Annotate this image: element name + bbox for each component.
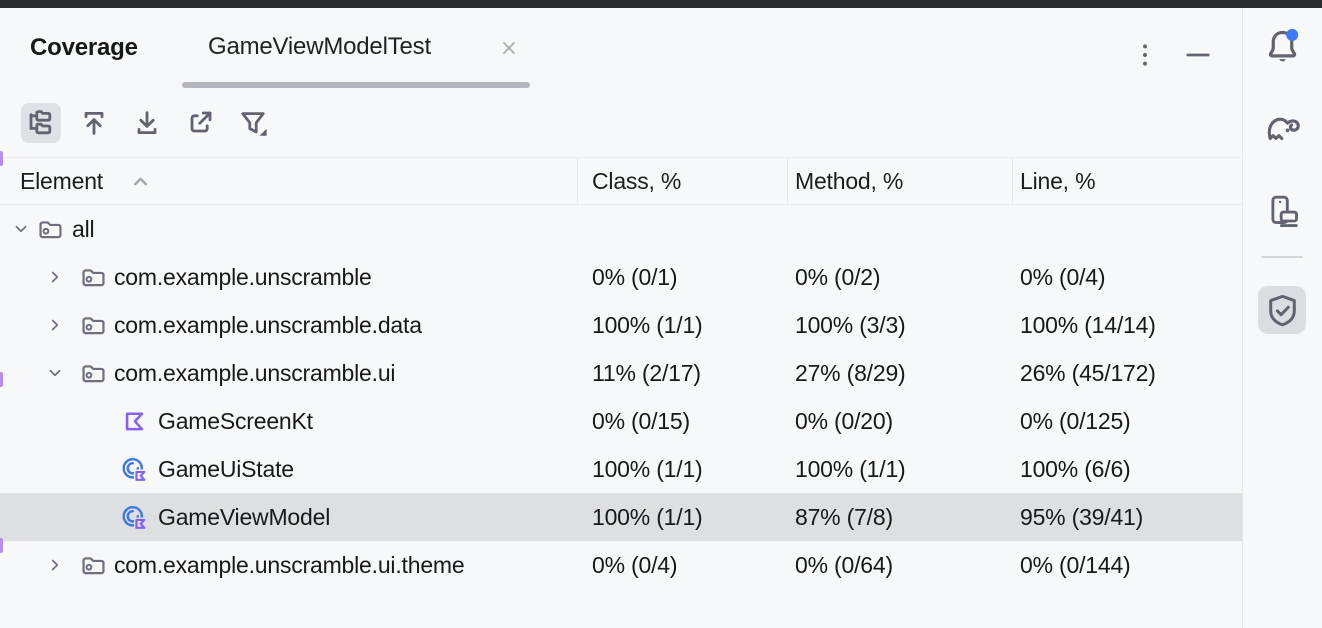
tool-window-header: Coverage GameViewModelTest — [0, 8, 1242, 88]
table-row[interactable]: com.example.unscramble 0% (0/1) 0% (0/2) 0%… — [0, 253, 1242, 301]
table-row[interactable]: com.example.unscramble.data 100% (1/1) 100… — [0, 301, 1242, 349]
arrow-up-to-bar-icon — [78, 107, 110, 139]
chevron-right-icon[interactable] — [45, 267, 65, 287]
tree-node-label: com.example.unscramble.data — [114, 312, 422, 338]
tree-node-label: all — [72, 216, 95, 242]
window-edge-marker — [0, 151, 3, 166]
coverage-cell-line: 0% (0/4) — [1020, 264, 1106, 290]
export-icon — [184, 107, 216, 139]
flatten-packages-button[interactable] — [21, 102, 61, 143]
active-tab-indicator — [182, 82, 530, 88]
chevron-right-icon[interactable] — [45, 315, 65, 335]
more-vertical-icon — [1130, 40, 1160, 70]
table-row[interactable]: com.example.unscramble.ui.theme 0% (0/4) 0… — [0, 541, 1242, 589]
tool-window-title: Coverage — [30, 34, 138, 61]
coverage-cell-line: 0% (0/125) — [1020, 408, 1131, 434]
navigate-down-button[interactable] — [127, 103, 167, 143]
coverage-cell-method: 100% (1/1) — [795, 456, 906, 482]
kotlin-class-icon — [120, 503, 148, 531]
tree-node-label: GameUiState — [158, 456, 294, 482]
table-row[interactable]: GameScreenKt 0% (0/15) 0% (0/20) 0% (0/125) — [0, 397, 1242, 445]
coverage-tree: all com.example.unscramble 0% (0/1) 0% (0/2… — [0, 205, 1242, 589]
sort-ascending-icon — [128, 169, 153, 194]
column-divider — [787, 158, 788, 204]
shield-check-icon — [1264, 292, 1301, 329]
table-row[interactable]: GameViewModel 100% (1/1) 87% (7/8) 95% (39/… — [0, 493, 1242, 541]
column-header-method[interactable]: Method, % — [795, 168, 904, 194]
column-header-class[interactable]: Class, % — [592, 168, 682, 194]
arrow-down-to-bar-icon — [131, 107, 163, 139]
coverage-cell-method: 0% (0/64) — [795, 552, 893, 578]
kotlin-file-icon — [120, 407, 148, 435]
window-edge-marker — [0, 372, 3, 387]
stripe-item-notifications[interactable] — [1258, 21, 1306, 69]
chevron-right-icon[interactable] — [45, 555, 65, 575]
table-row[interactable]: com.example.unscramble.ui 11% (2/17) 27% (… — [0, 349, 1242, 397]
filter-coverage-button[interactable] — [233, 103, 273, 143]
coverage-cell-class: 100% (1/1) — [592, 312, 703, 338]
more-options-button[interactable] — [1128, 38, 1162, 72]
table-row[interactable]: all — [0, 205, 1242, 253]
filter-icon — [237, 107, 269, 139]
window-edge-marker — [0, 538, 3, 553]
export-report-button[interactable] — [180, 103, 220, 143]
column-header-line[interactable]: Line, % — [1020, 168, 1096, 194]
column-header-element[interactable]: Element — [20, 168, 103, 194]
column-divider — [577, 158, 578, 204]
coverage-cell-method: 87% (7/8) — [795, 504, 893, 530]
coverage-cell-method: 100% (3/3) — [795, 312, 906, 338]
right-tool-stripe — [1243, 8, 1322, 628]
package-icon — [79, 359, 107, 387]
coverage-cell-method: 27% (8/29) — [795, 360, 906, 386]
tree-node-label: GameScreenKt — [158, 408, 313, 434]
package-icon — [79, 263, 107, 291]
close-icon[interactable] — [498, 37, 520, 59]
coverage-cell-class: 11% (2/17) — [592, 360, 701, 386]
stripe-item-running-devices[interactable] — [1258, 186, 1306, 234]
navigate-up-button[interactable] — [74, 103, 114, 143]
coverage-cell-line: 100% (6/6) — [1020, 456, 1131, 482]
close-icon — [498, 37, 520, 59]
coverage-cell-line: 26% (45/172) — [1020, 360, 1156, 386]
package-icon — [36, 215, 64, 243]
bell-icon — [1264, 27, 1301, 64]
tree-node-label: com.example.unscramble.ui — [114, 360, 396, 386]
coverage-cell-method: 0% (0/20) — [795, 408, 893, 434]
coverage-cell-line: 100% (14/14) — [1020, 312, 1156, 338]
package-icon — [79, 551, 107, 579]
flatten-packages-icon — [25, 107, 57, 139]
tree-node-label: com.example.unscramble.ui.theme — [114, 552, 465, 578]
hide-tool-window-button[interactable] — [1181, 38, 1215, 72]
coverage-cell-class: 100% (1/1) — [592, 456, 703, 482]
coverage-tool-window: Coverage GameViewModelTest Element Class… — [0, 8, 1243, 628]
coverage-cell-method: 0% (0/2) — [795, 264, 881, 290]
window-top-edge — [0, 0, 1322, 8]
tab-label: GameViewModelTest — [208, 33, 431, 60]
sort-ascending-icon — [128, 169, 153, 194]
coverage-cell-class: 0% (0/15) — [592, 408, 690, 434]
tree-node-label: GameViewModel — [158, 504, 331, 530]
stripe-divider — [1261, 256, 1303, 258]
coverage-cell-class: 100% (1/1) — [592, 504, 703, 530]
column-divider — [1012, 158, 1013, 204]
minimize-icon — [1181, 38, 1215, 72]
chevron-down-icon[interactable] — [11, 219, 31, 239]
coverage-toolbar — [0, 88, 1242, 157]
tab-gameviewmodeltest[interactable]: GameViewModelTest — [182, 8, 530, 88]
stripe-item-gradle[interactable] — [1258, 104, 1306, 152]
table-row[interactable]: GameUiState 100% (1/1) 100% (1/1) 100% (6/6… — [0, 445, 1242, 493]
table-header: Element Class, % Method, % Line, % — [0, 157, 1242, 205]
gradle-icon — [1264, 110, 1301, 147]
kotlin-class-icon — [120, 455, 148, 483]
coverage-cell-class: 0% (0/1) — [592, 264, 678, 290]
tree-node-label: com.example.unscramble — [114, 264, 372, 290]
package-icon — [79, 311, 107, 339]
device-icon — [1265, 193, 1300, 228]
coverage-cell-line: 95% (39/41) — [1020, 504, 1144, 530]
coverage-cell-class: 0% (0/4) — [592, 552, 678, 578]
stripe-item-app-quality-insights[interactable] — [1258, 286, 1306, 334]
chevron-down-icon[interactable] — [45, 363, 65, 383]
coverage-cell-line: 0% (0/144) — [1020, 552, 1131, 578]
